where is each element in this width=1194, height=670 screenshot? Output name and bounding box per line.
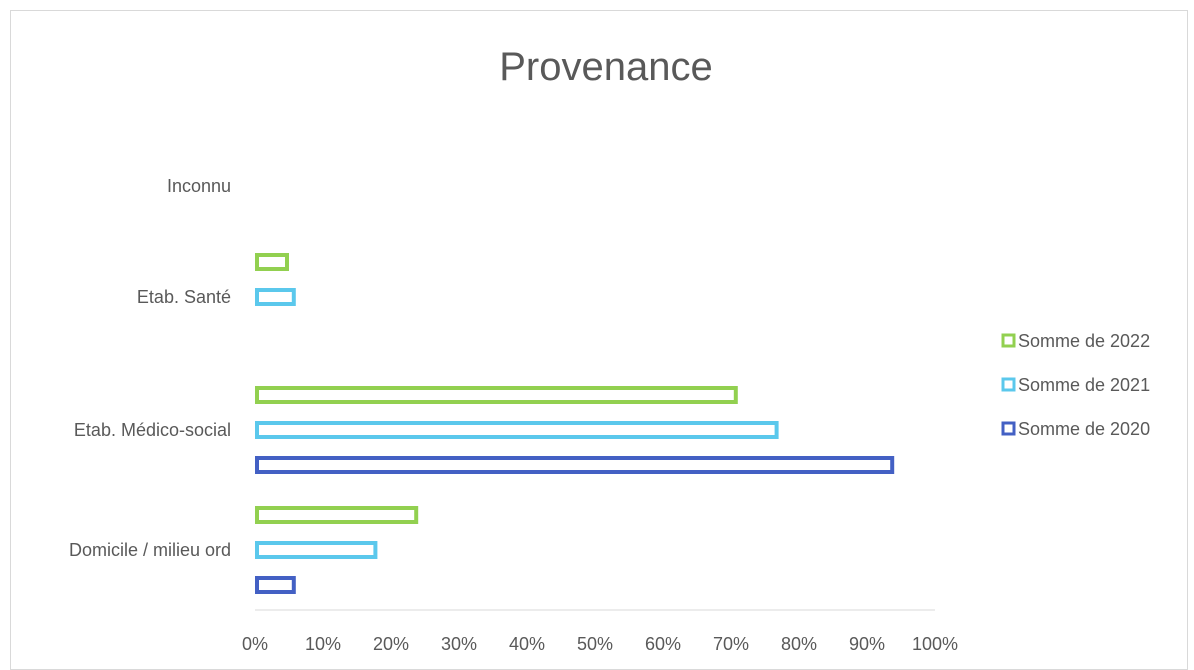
x-tick-label: 70% xyxy=(713,634,749,654)
category-label: Etab. Médico-social xyxy=(74,420,231,440)
x-tick-label: 30% xyxy=(441,634,477,654)
x-tick-label: 50% xyxy=(577,634,613,654)
bar xyxy=(255,456,895,474)
x-tick-label: 10% xyxy=(305,634,341,654)
bar xyxy=(255,253,289,271)
bar xyxy=(255,421,779,439)
bar xyxy=(255,288,296,306)
legend-swatch xyxy=(1001,333,1016,348)
x-tick-label: 60% xyxy=(645,634,681,654)
x-tick-label: 100% xyxy=(912,634,958,654)
category-label: Etab. Santé xyxy=(137,287,231,307)
x-tick-label: 0% xyxy=(242,634,268,654)
x-tick-label: 90% xyxy=(849,634,885,654)
chart-title: Provenance xyxy=(499,45,712,89)
legend-label: Somme de 2022 xyxy=(1018,331,1150,351)
x-tick-label: 20% xyxy=(373,634,409,654)
bar xyxy=(255,506,419,524)
legend-label: Somme de 2020 xyxy=(1018,419,1150,439)
bar xyxy=(255,541,378,559)
legend-swatch xyxy=(1001,377,1016,392)
legend-label: Somme de 2021 xyxy=(1018,375,1150,395)
category-label: Domicile / milieu ord xyxy=(69,540,231,560)
x-tick-label: 80% xyxy=(781,634,817,654)
category-label: Inconnu xyxy=(167,176,231,196)
bar xyxy=(255,576,296,594)
x-tick-label: 40% xyxy=(509,634,545,654)
chart-frame xyxy=(10,10,1188,670)
legend-swatch xyxy=(1001,421,1016,436)
bar xyxy=(255,386,738,404)
